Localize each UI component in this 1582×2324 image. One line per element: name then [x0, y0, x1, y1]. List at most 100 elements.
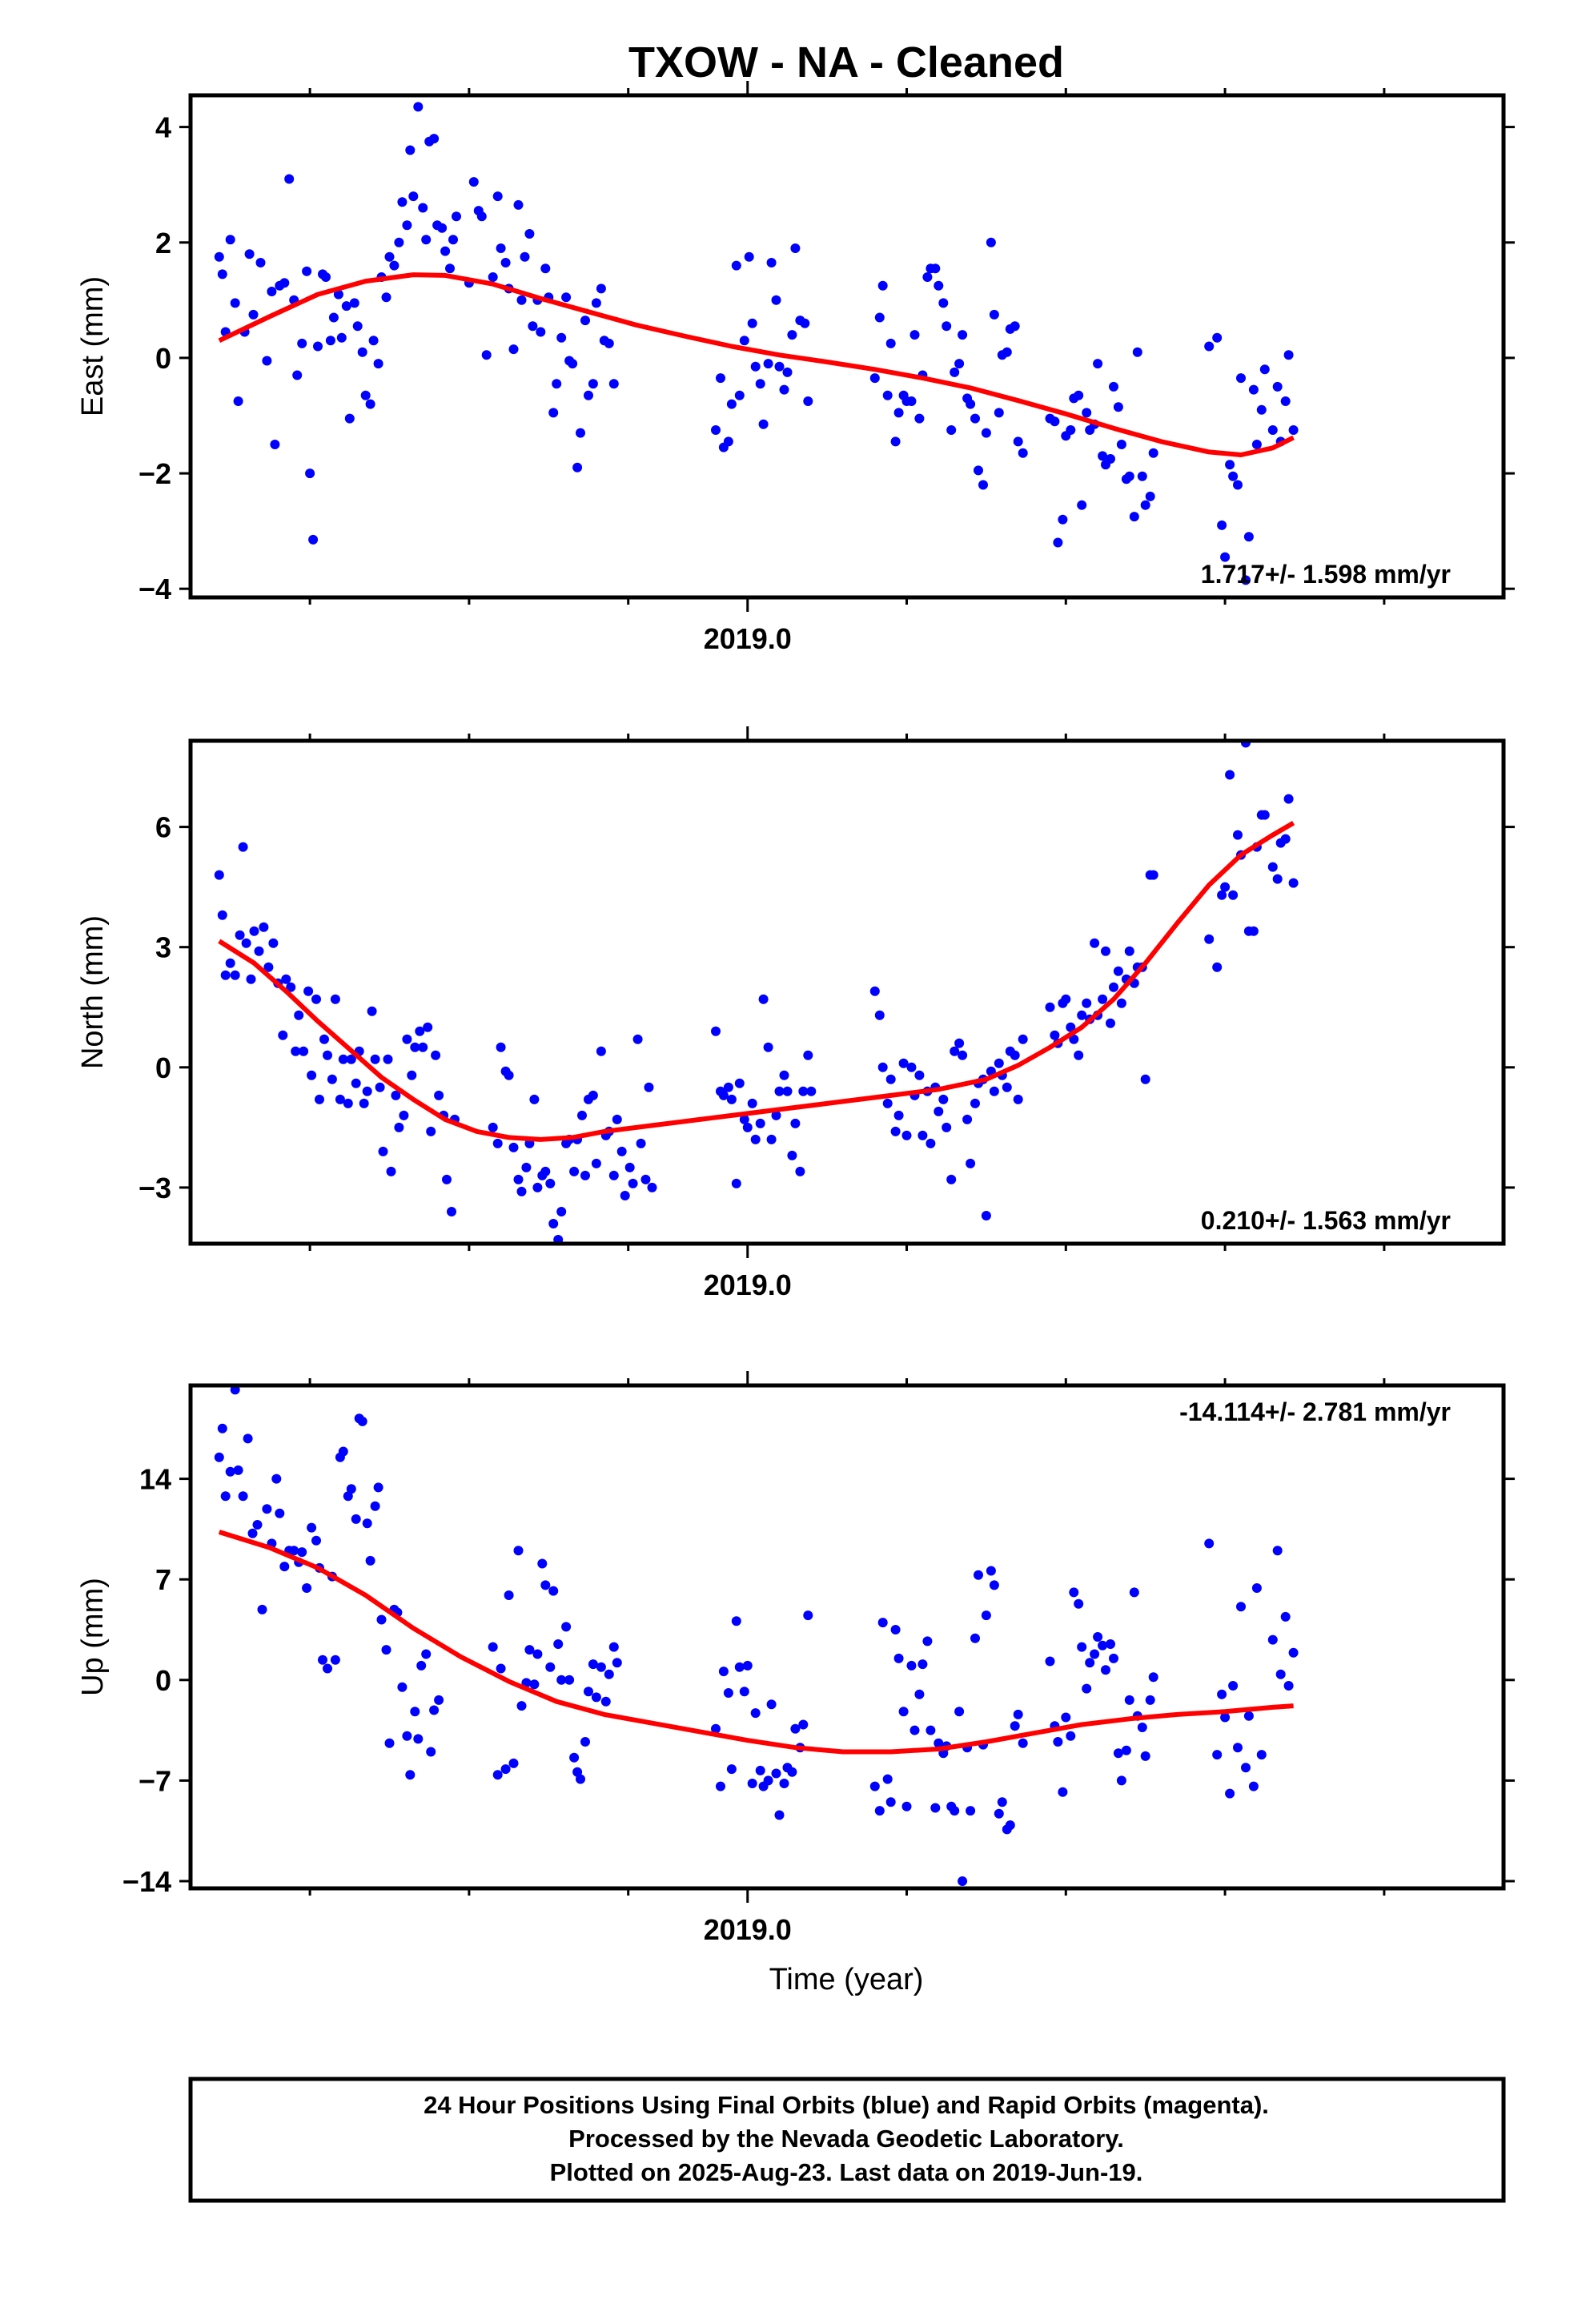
up-fit-line	[218, 1530, 1294, 1755]
north-point-96	[636, 1138, 646, 1148]
up-point-0	[214, 1452, 224, 1462]
north-point-122	[798, 1086, 809, 1096]
north-point-93	[624, 1162, 635, 1172]
east-ytick-label-0: −4	[139, 573, 171, 605]
north-point-109	[747, 1098, 757, 1108]
up-point-122	[917, 1659, 928, 1670]
up-point-175	[1204, 1538, 1215, 1549]
up-point-5	[233, 1465, 243, 1475]
east-point-43	[397, 197, 408, 207]
up-point-124	[926, 1725, 936, 1735]
east-point-92	[604, 338, 614, 348]
east-point-161	[1066, 425, 1076, 435]
north-point-92	[620, 1191, 630, 1200]
up-point-178	[1220, 1712, 1231, 1723]
north-ytick-label-1: 0	[155, 1051, 171, 1084]
east-point-22	[313, 341, 323, 352]
up-point-142	[997, 1797, 1007, 1807]
east-point-174	[1116, 440, 1126, 449]
east-point-87	[584, 390, 593, 400]
east-point-192	[1243, 532, 1254, 542]
up-point-135	[970, 1633, 980, 1643]
up-point-54	[488, 1642, 498, 1652]
east-point-194	[1251, 440, 1262, 449]
east-point-187	[1225, 460, 1235, 470]
north-point-25	[319, 1034, 329, 1044]
north-point-66	[516, 1186, 527, 1196]
east-point-21	[308, 534, 319, 545]
up-point-35	[362, 1518, 372, 1529]
east-point-197	[1267, 425, 1278, 435]
north-point-195	[1228, 890, 1239, 900]
up-point-153	[1066, 1731, 1076, 1741]
east-point-104	[750, 361, 761, 372]
north-point-170	[1074, 1050, 1084, 1060]
east-point-5	[233, 396, 243, 406]
up-point-100	[766, 1699, 777, 1710]
east-point-195	[1256, 404, 1267, 415]
east-point-200	[1280, 396, 1291, 406]
up-point-63	[524, 1645, 535, 1655]
north-point-107	[739, 1114, 749, 1124]
east-point-116	[800, 318, 810, 328]
north-point-153	[981, 1211, 991, 1220]
up-point-169	[1129, 1587, 1139, 1598]
up-point-2	[220, 1491, 231, 1502]
east-xtick-label: 2019.0	[704, 622, 792, 655]
north-point-61	[496, 1042, 506, 1052]
north-point-79	[569, 1166, 580, 1176]
up-point-165	[1113, 1748, 1123, 1759]
east-point-9	[255, 258, 266, 267]
north-point-48	[410, 1042, 420, 1052]
north-point-47	[407, 1070, 417, 1080]
north-point-102	[718, 1090, 729, 1100]
north-point-155	[989, 1086, 999, 1096]
east-point-171	[1106, 454, 1115, 464]
north-point-72	[540, 1166, 551, 1176]
up-point-161	[1098, 1640, 1108, 1651]
north-point-41	[383, 1054, 393, 1064]
north-point-161	[1013, 1094, 1023, 1104]
up-point-60	[513, 1546, 524, 1556]
north-point-194	[1225, 770, 1235, 780]
up-point-108	[798, 1719, 809, 1730]
north-point-95	[632, 1034, 643, 1044]
footer-box: 24 Hour Positions Using Final Orbits (bl…	[188, 2077, 1506, 2203]
up-point-76	[576, 1774, 585, 1784]
north-point-148	[962, 1114, 973, 1124]
up-point-147	[1018, 1738, 1028, 1748]
north-point-3	[225, 958, 235, 968]
east-point-179	[1137, 471, 1147, 481]
north-point-69	[529, 1094, 540, 1104]
east-point-178	[1132, 347, 1142, 357]
north-point-36	[362, 1086, 372, 1096]
up-rate-label: -14.114+/- 2.781 mm/yr	[1179, 1397, 1451, 1426]
east-panel: −4 −2 0 2 4 2019.0 East (mm) 1.717+/- 1.598 mm/…	[76, 81, 1515, 655]
east-point-135	[938, 298, 949, 308]
north-point-27	[327, 1074, 337, 1084]
up-point-94	[742, 1660, 753, 1671]
up-point-159	[1090, 1649, 1100, 1659]
up-point-20	[302, 1583, 312, 1593]
east-point-169	[1098, 451, 1108, 461]
up-point-70	[553, 1639, 564, 1649]
north-point-139	[926, 1138, 936, 1148]
up-point-25	[323, 1663, 332, 1674]
up-point-156	[1077, 1642, 1087, 1652]
up-point-37	[370, 1501, 380, 1511]
up-point-81	[596, 1662, 606, 1672]
east-point-184	[1212, 332, 1223, 343]
north-point-168	[1066, 1022, 1076, 1032]
up-point-56	[496, 1663, 506, 1674]
north-point-19	[294, 1010, 304, 1020]
north-point-114	[766, 1134, 777, 1144]
north-point-74	[548, 1219, 559, 1228]
north-point-171	[1077, 1010, 1087, 1020]
north-point-20	[299, 1046, 309, 1056]
north-point-37	[367, 1006, 377, 1016]
up-point-101	[771, 1768, 781, 1779]
up-point-132	[958, 1876, 968, 1886]
east-point-172	[1109, 381, 1118, 392]
up-point-162	[1101, 1665, 1110, 1675]
east-point-121	[882, 390, 893, 400]
